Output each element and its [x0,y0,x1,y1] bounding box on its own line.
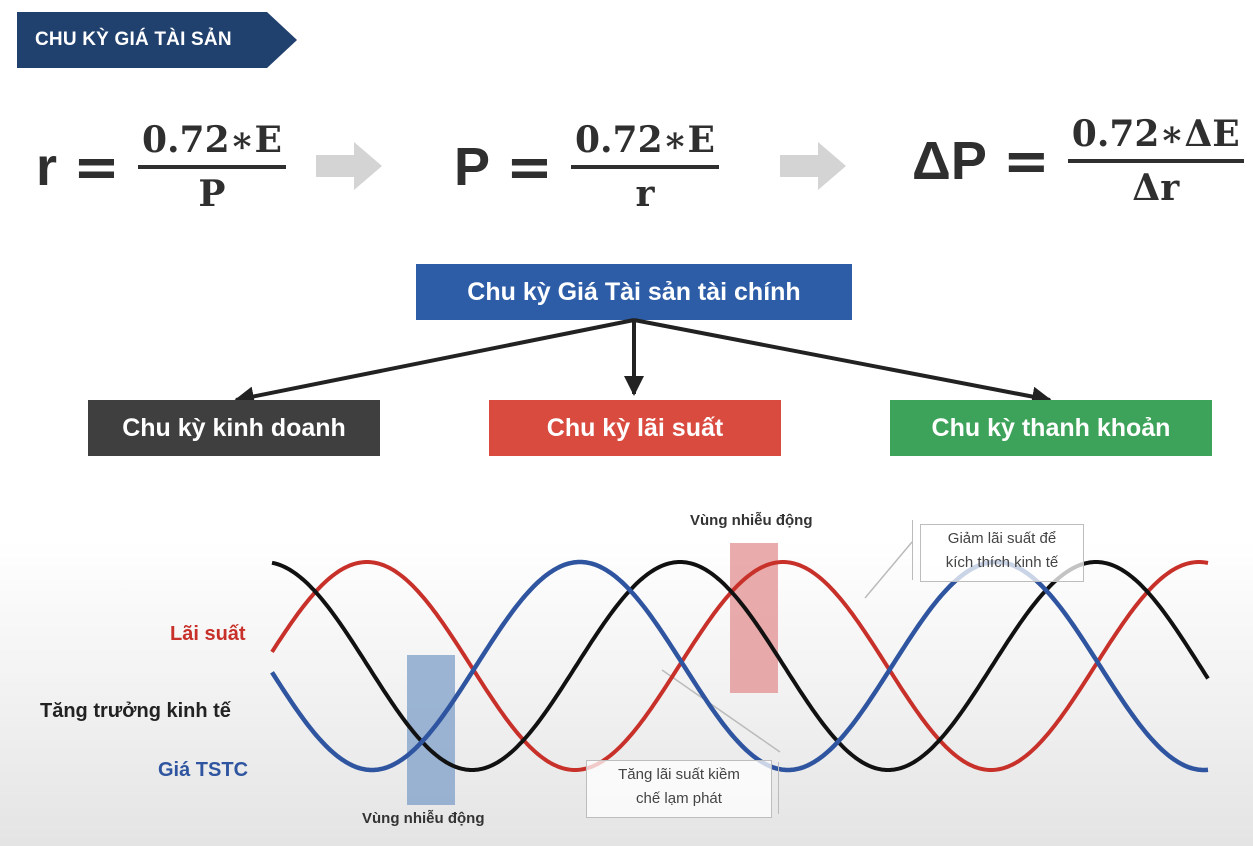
note-bracket [912,520,913,580]
formula-lhs: r [36,137,58,197]
denominator: r [635,173,655,215]
wave-asset-price [270,559,1209,773]
cycle-waves [270,541,1210,805]
section-title: CHU KỲ GIÁ TÀI SẢN [35,29,232,50]
callout-line-top [864,541,913,599]
note-line: chế lạm phát [636,790,722,807]
equals-sign: = [73,134,120,200]
wave-economic-growth [271,560,1210,772]
zone-caption-bottom: Vùng nhiễu động [362,810,485,827]
note-line: kích thích kinh tế [945,554,1059,571]
node-liquidity-cycle: Chu kỳ thanh khoản [890,400,1212,456]
tree-connectors [234,318,1052,407]
formula-lhs: ΔP [912,131,987,191]
note-line: Tăng lãi suất kiềm [618,766,740,783]
numerator: 0.72∗E [137,119,286,169]
numerator: 0.72∗ΔE [1067,113,1244,163]
right-arrow-icon [780,142,846,190]
note-raise-rates: Tăng lãi suất kiềm chế lạm phát [586,760,772,818]
wave-interest-rate [270,560,1209,772]
root-node: Chu kỳ Giá Tài sản tài chính [416,264,852,320]
legend-interest-rate: Lãi suất [170,623,246,645]
denominator: Δr [1132,167,1180,209]
right-arrow-icon [316,142,382,190]
note-lower-rates: Giảm lãi suất để kích thích kinh tế [920,524,1084,582]
legend-economic-growth: Tăng trưởng kinh tế [40,700,231,722]
formula-delta-p: ΔP = 0.72∗ΔE Δr [912,106,1244,216]
node-interest-cycle: Chu kỳ lãi suất [489,400,781,456]
zone-caption-top: Vùng nhiễu động [690,512,813,529]
formula-r: r = 0.72∗E P [36,112,286,222]
note-line: Giảm lãi suất để [947,530,1057,547]
denominator: P [198,173,226,215]
fraction: 0.72∗E r [570,119,719,215]
legend-asset-price: Giá TSTC [158,759,249,781]
fraction: 0.72∗ΔE Δr [1067,113,1244,209]
numerator: 0.72∗E [570,119,719,169]
fraction: 0.72∗E P [137,119,286,215]
section-title-banner: CHU KỲ GIÁ TÀI SẢN [17,12,297,68]
formula-lhs: P [454,137,491,197]
equals-sign: = [1002,128,1050,194]
connector-left [234,318,635,407]
connector-right [633,318,1052,407]
equals-sign: = [506,134,553,200]
note-bracket [778,762,779,814]
node-business-cycle: Chu kỳ kinh doanh [88,400,380,456]
callout-line-bottom [661,669,781,753]
formula-p: P = 0.72∗E r [454,112,719,222]
